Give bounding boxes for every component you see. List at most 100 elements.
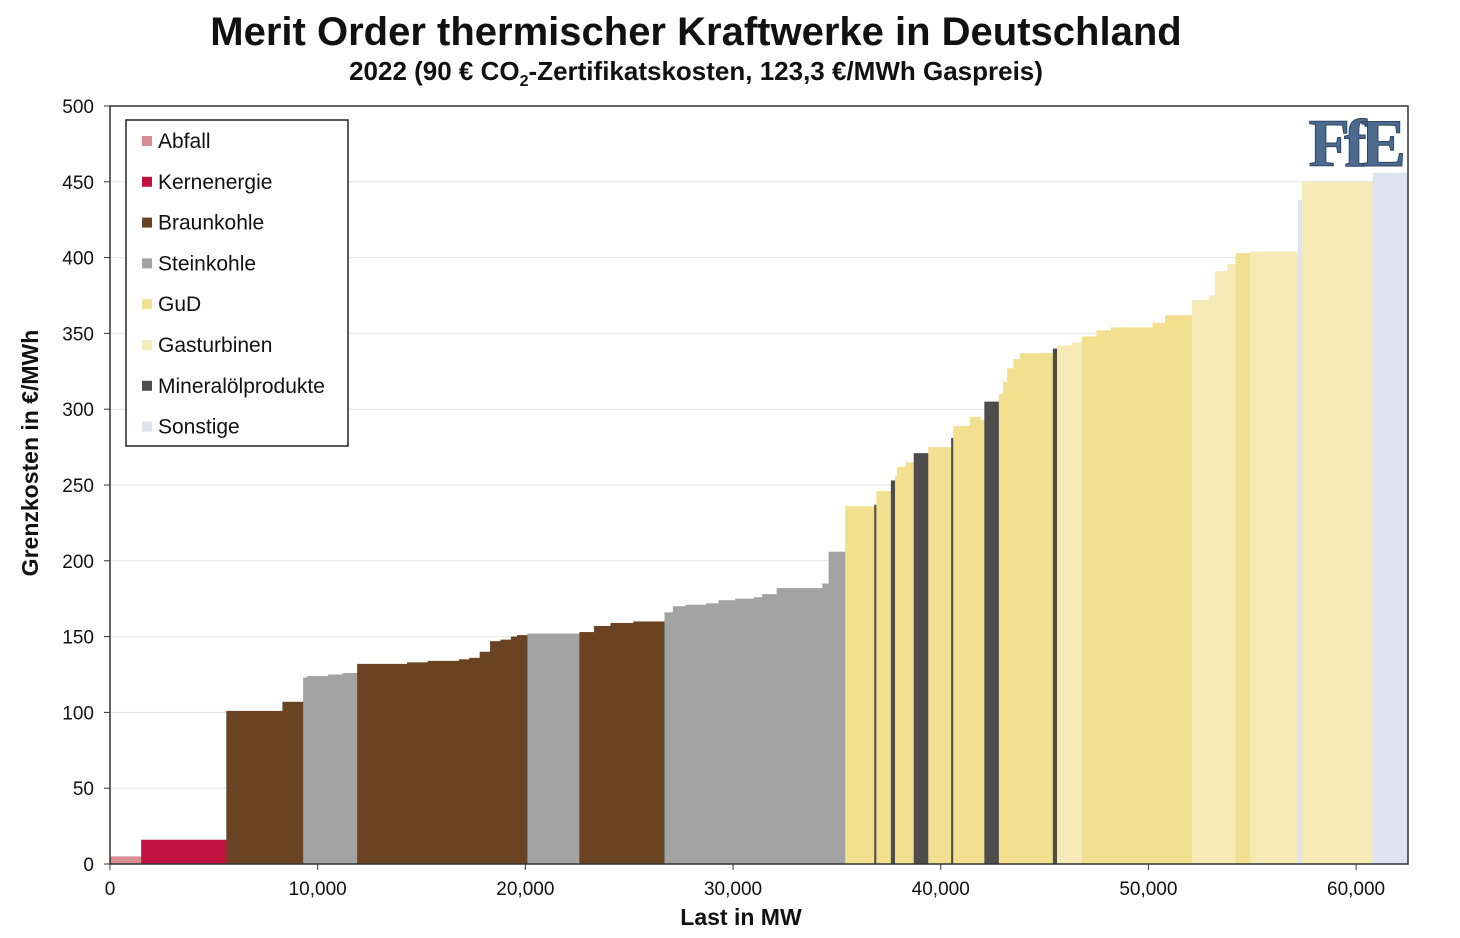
merit-step-stein — [527, 633, 580, 864]
merit-step-gasturb — [1057, 345, 1072, 864]
legend-swatch-sonst — [142, 421, 152, 432]
y-tick-label: 50 — [73, 779, 94, 800]
merit-step-oel — [913, 453, 929, 864]
y-tick-label: 400 — [62, 249, 94, 270]
subtitle-text-before: 2022 (90 € CO — [349, 56, 520, 86]
merit-step-oel — [874, 504, 877, 864]
merit-step-oel — [1052, 348, 1058, 864]
legend-label-stein: Steinkohle — [158, 252, 256, 275]
merit-step-gud — [1081, 336, 1097, 864]
merit-step-gud — [1235, 253, 1251, 864]
chart-title: Merit Order thermischer Kraftwerke in De… — [210, 10, 1182, 54]
y-axis-title: Grenzkosten in €/MWh — [17, 330, 43, 577]
merit-step-gud — [895, 475, 898, 864]
merit-step-gud — [1013, 359, 1021, 864]
y-tick-label: 150 — [62, 628, 94, 649]
merit-step-stein — [672, 606, 686, 864]
merit-step-stein — [735, 598, 755, 864]
y-tick-label: 200 — [62, 552, 94, 573]
merit-step-stein — [342, 672, 358, 864]
merit-step-gasturb — [1302, 181, 1374, 865]
y-tick-label: 300 — [62, 400, 94, 421]
legend-swatch-stein — [142, 258, 152, 269]
legend-box — [125, 119, 349, 447]
merit-step-braun — [469, 657, 481, 864]
legend-swatch-gud — [142, 299, 152, 310]
merit-step-gasturb — [1214, 271, 1228, 864]
merit-step-braun — [406, 662, 429, 864]
legend-label-kern: Kernenergie — [158, 171, 272, 194]
merit-step-gud — [928, 447, 952, 864]
merit-step-kern — [141, 839, 227, 864]
legend-label-sonst: Sonstige — [158, 416, 240, 439]
merit-step-gud — [953, 425, 971, 864]
y-tick-label: 0 — [83, 855, 94, 876]
merit-step-braun — [610, 622, 634, 864]
y-tick-label: 250 — [62, 476, 94, 497]
merit-step-gud — [1096, 330, 1112, 864]
x-tick-label: 60,000 — [1327, 879, 1385, 900]
merit-step-gud — [1003, 381, 1008, 864]
merit-step-oel — [890, 480, 896, 864]
subtitle-text-after: -Zertifikatskosten, 123,3 €/MWh Gaspreis… — [528, 56, 1043, 86]
merit-step-gud — [1007, 368, 1014, 864]
merit-step-gud — [897, 466, 906, 864]
chart-subtitle: 2022 (90 € CO2-Zertifikatskosten, 123,3 … — [0, 56, 1392, 91]
merit-step-stein — [762, 594, 778, 864]
merit-step-gasturb — [1071, 342, 1083, 865]
legend-label-abfall: Abfall — [158, 130, 211, 153]
merit-step-gud — [1152, 322, 1166, 865]
legend: Abfall Kernenergie Braunkohle Steinkohle GuD… — [125, 119, 349, 447]
merit-step-gasturb — [1208, 295, 1216, 864]
merit-step-gud — [905, 462, 915, 864]
y-tick-label: 450 — [62, 173, 94, 194]
legend-label-gud: GuD — [158, 293, 201, 316]
merit-step-stein — [706, 603, 719, 864]
merit-step-oel — [951, 438, 954, 864]
x-tick-label: 0 — [105, 879, 116, 900]
merit-step-gud — [998, 394, 1004, 864]
x-axis-ticks: 0 10,000 20,000 30,000 40,000 50,000 60,000 — [105, 864, 1385, 900]
merit-step-braun — [282, 701, 304, 864]
merit-step-stein — [307, 676, 329, 864]
merit-step-braun — [500, 639, 512, 864]
merit-step-gud — [1019, 353, 1054, 864]
merit-step-braun — [357, 663, 408, 864]
merit-step-gasturb — [1227, 263, 1237, 864]
y-axis-ticks: 0 50 100 150 200 250 300 350 400 450 500 — [62, 97, 110, 876]
merit-step-stein — [776, 588, 823, 864]
merit-step-gud — [845, 506, 875, 864]
merit-step-braun — [579, 632, 595, 864]
merit-step-braun — [458, 659, 470, 864]
merit-step-sonst — [1297, 199, 1303, 864]
legend-swatch-oel — [142, 380, 152, 391]
merit-step-stein — [303, 677, 308, 864]
x-tick-label: 40,000 — [912, 879, 970, 900]
merit-step-braun — [517, 635, 528, 864]
merit-step-abfall — [110, 856, 142, 864]
merit-step-stein — [328, 674, 344, 864]
merit-step-braun — [226, 710, 283, 864]
merit-step-gud — [1165, 315, 1193, 864]
legend-swatch-kern — [142, 176, 152, 187]
merit-step-braun — [490, 641, 501, 864]
x-tick-label: 20,000 — [496, 879, 554, 900]
legend-label-oel: Mineralölprodukte — [158, 375, 325, 398]
merit-step-gud — [1111, 327, 1153, 864]
y-tick-label: 500 — [62, 97, 94, 118]
merit-step-braun — [427, 660, 460, 864]
legend-swatch-braun — [142, 217, 152, 228]
merit-step-oel — [984, 401, 1000, 864]
merit-step-gasturb — [1250, 251, 1299, 864]
x-tick-label: 50,000 — [1119, 879, 1177, 900]
merit-step-stein — [753, 597, 763, 864]
x-tick-label: 30,000 — [704, 879, 762, 900]
legend-label-braun: Braunkohle — [158, 212, 264, 235]
merit-step-braun — [510, 636, 518, 864]
merit-step-gud — [969, 416, 981, 864]
y-tick-label: 350 — [62, 324, 94, 345]
merit-order-steps — [110, 172, 1409, 865]
legend-swatch-gasturb — [142, 340, 152, 350]
merit-step-gasturb — [1192, 300, 1210, 865]
